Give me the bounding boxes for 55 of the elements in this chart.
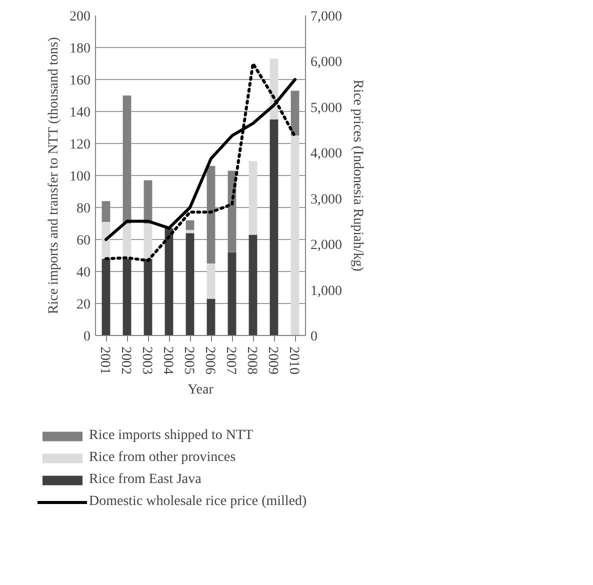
y-tick-label: 160	[70, 74, 90, 88]
y-tick-label: 180	[70, 42, 90, 56]
bar	[248, 234, 258, 336]
x-tick-label: 2006	[202, 346, 217, 374]
bar	[290, 136, 300, 336]
legend-label: Rice from East Java	[89, 472, 202, 488]
x-tick-label: 2009	[265, 346, 280, 374]
bar	[144, 258, 152, 336]
y2-tick-label: 1,000	[310, 284, 342, 299]
bar	[102, 258, 110, 336]
x-axis-title: Year	[188, 382, 214, 398]
bar	[102, 201, 110, 222]
bar	[186, 220, 194, 230]
legend-label: Domestic wholesale rice price (milled)	[89, 494, 308, 510]
bar	[164, 228, 174, 336]
bar	[228, 252, 236, 336]
y-axis-title: Rice imports and transfer to NTT (thousand tons)	[46, 36, 62, 314]
y2-tick-label: 5,000	[310, 100, 342, 116]
y-tick-label: 200	[70, 10, 90, 24]
x-tick-label: 2004	[160, 346, 175, 374]
x-tick-label: 2001	[97, 346, 112, 374]
y2-tick-label: 7,000	[310, 10, 342, 24]
y2-axis-title: Rice prices (Indonesia Rupiah/kg)	[350, 80, 365, 272]
y2-tick-label: 6,000	[310, 55, 342, 70]
bar	[206, 298, 216, 336]
y-tick-label: 0	[84, 330, 90, 344]
bar	[122, 96, 132, 224]
bar	[206, 166, 216, 264]
x-tick-label: 2005	[181, 346, 196, 374]
line-series	[104, 62, 296, 262]
bar	[186, 233, 194, 336]
legend-label: Rice from other provinces	[89, 450, 237, 466]
y-tick-label: 60	[76, 234, 90, 248]
y2-tick-label: 3,000	[310, 192, 342, 208]
bar	[206, 264, 216, 299]
legend-label: Rice imports shipped to NTT	[89, 428, 254, 444]
y2-tick-label: 2,000	[310, 238, 342, 254]
x-tick-label: 2007	[223, 346, 238, 374]
bar	[290, 90, 300, 136]
x-tick-label: 2003	[139, 346, 154, 374]
y-tick-label: 100	[70, 170, 90, 184]
y-tick-label: 140	[70, 106, 90, 120]
x-tick-label: 2002	[118, 346, 133, 374]
x-tick-label: 2010	[286, 346, 301, 374]
y-tick-label: 40	[76, 266, 90, 280]
y-tick-label: 20	[76, 298, 90, 312]
bar	[248, 161, 258, 235]
y-tick-label: 120	[70, 138, 90, 152]
y-tick-label: 80	[76, 202, 90, 216]
y2-tick-label: 0	[310, 330, 318, 344]
bar	[122, 258, 132, 336]
x-tick-label: 2008	[244, 346, 259, 374]
bar	[270, 120, 278, 336]
y2-tick-label: 4,000	[310, 146, 342, 162]
bar	[144, 224, 152, 259]
